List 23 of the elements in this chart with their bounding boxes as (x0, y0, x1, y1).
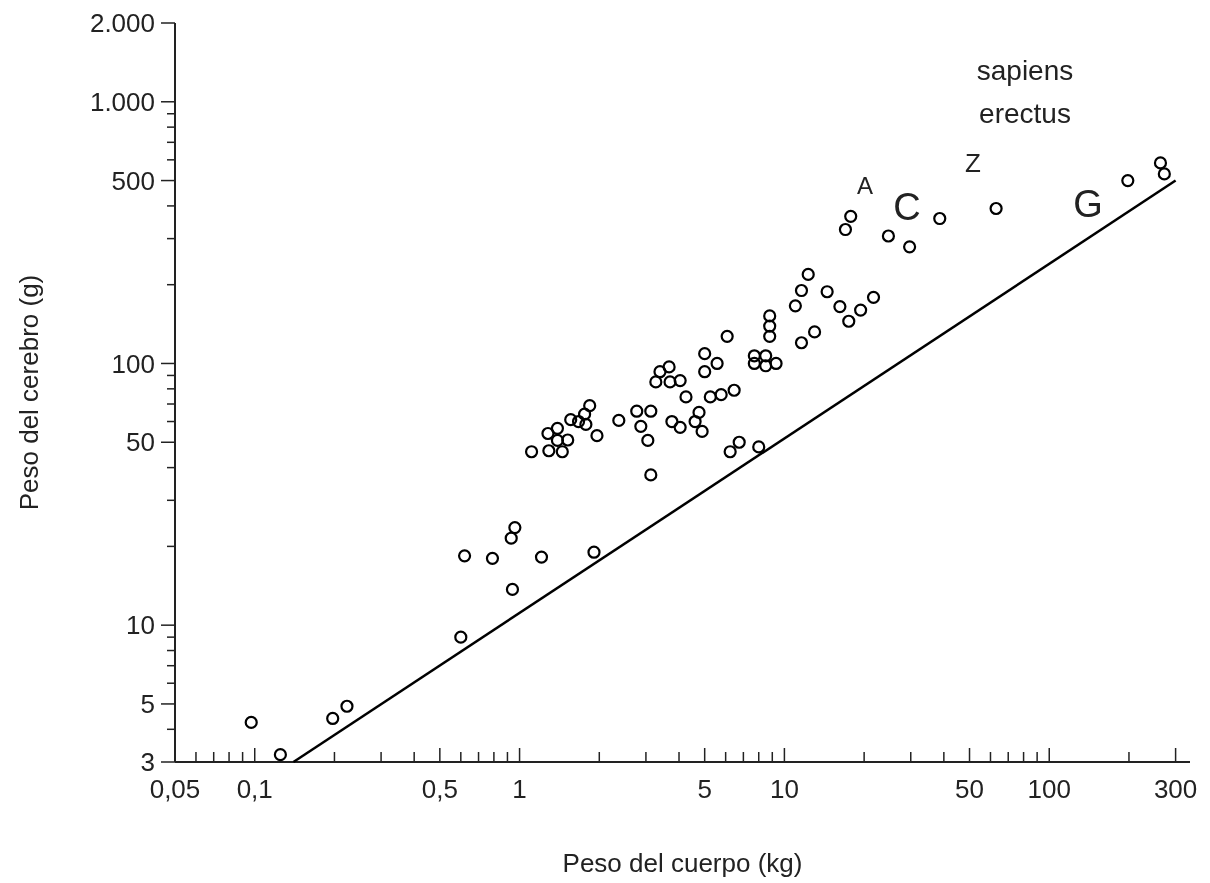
x-tick-label: 0,5 (421, 774, 458, 804)
x-tick-label: 5 (697, 774, 712, 804)
y-tick-label: 100 (111, 348, 155, 379)
annotation: A (856, 172, 874, 200)
y-tick-label: 1.000 (89, 86, 155, 117)
annotation: sapiens (976, 54, 1074, 86)
annotation: erectus (979, 97, 1071, 129)
y-tick-label: 5 (140, 689, 155, 720)
annotation: G (1073, 183, 1103, 226)
y-tick-label: 50 (126, 427, 155, 458)
y-tick-label: 10 (126, 610, 155, 641)
x-tick-label: 10 (769, 774, 799, 804)
x-tick-label: 300 (1153, 774, 1198, 804)
y-tick-label: 500 (111, 165, 155, 196)
annotation: Z (965, 148, 982, 179)
y-tick-label: 2.000 (89, 8, 155, 39)
y-axis-title: Peso del cerebro (g) (14, 274, 44, 511)
x-tick-label: 0,1 (236, 774, 273, 804)
annotation: C (893, 186, 921, 229)
x-tick-label: 1 (512, 774, 527, 804)
x-tick-label: 100 (1027, 774, 1071, 804)
x-axis-title: Peso del cuerpo (kg) (562, 848, 803, 878)
x-tick-label: 50 (955, 774, 984, 804)
